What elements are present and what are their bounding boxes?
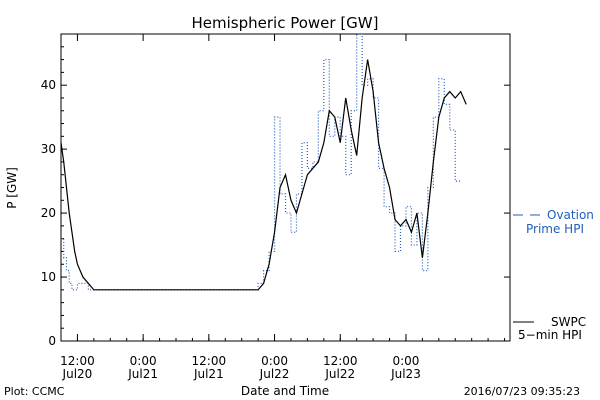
x-tick-label-time: 12:00	[60, 354, 95, 368]
series-line-ovation	[61, 33, 461, 291]
legend-label-ovation-line1: Ovation	[547, 208, 594, 222]
x-tick-label-date: Jul21	[127, 367, 158, 381]
plot-frame	[60, 33, 511, 342]
x-tick-label-date: Jul23	[390, 367, 421, 381]
legend-label-ovation-line2: Prime HPI	[526, 222, 584, 236]
x-tick-label-time: 0:00	[261, 354, 288, 368]
chart-title: Hemispheric Power [GW]	[192, 14, 379, 32]
legend-label-swpc-line2: 5−min HPI	[518, 328, 582, 342]
footer-timestamp: 2016/07/23 09:35:23	[464, 385, 580, 398]
y-axis-ticks: 0 10 20 30 40	[41, 33, 510, 348]
x-tick-label-time: 0:00	[130, 354, 157, 368]
y-axis-label: P [GW]	[5, 167, 19, 209]
y-tick-label: 40	[41, 78, 56, 92]
x-tick-label-time: 12:00	[192, 354, 227, 368]
y-tick-label: 10	[41, 270, 56, 284]
footer-credit: Plot: CCMC	[4, 385, 65, 398]
x-axis-label: Date and Time	[241, 384, 329, 398]
legend: Ovation Prime HPI SWPC 5−min HPI	[513, 208, 594, 342]
x-axis-ticks: 12:00Jul200:00Jul2112:00Jul210:00Jul2212…	[60, 34, 506, 381]
x-tick-label-date: Jul21	[193, 367, 224, 381]
y-tick-label: 20	[41, 206, 56, 220]
y-tick-label: 30	[41, 142, 56, 156]
y-tick-label: 0	[48, 334, 56, 348]
legend-label-swpc-line1: SWPC	[551, 315, 586, 329]
x-tick-label-date: Jul22	[324, 367, 355, 381]
x-tick-label-date: Jul22	[259, 367, 290, 381]
series-line-swpc	[60, 59, 467, 291]
x-tick-label-time: 0:00	[392, 354, 419, 368]
series-layer	[60, 33, 467, 291]
x-tick-label-date: Jul20	[62, 367, 93, 381]
x-tick-label-time: 12:00	[323, 354, 358, 368]
